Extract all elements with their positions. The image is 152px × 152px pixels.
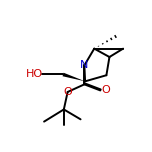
Text: N: N <box>80 60 89 70</box>
Text: O: O <box>102 85 110 95</box>
Polygon shape <box>62 73 85 81</box>
Text: O: O <box>63 87 72 97</box>
Text: HO: HO <box>26 69 43 79</box>
